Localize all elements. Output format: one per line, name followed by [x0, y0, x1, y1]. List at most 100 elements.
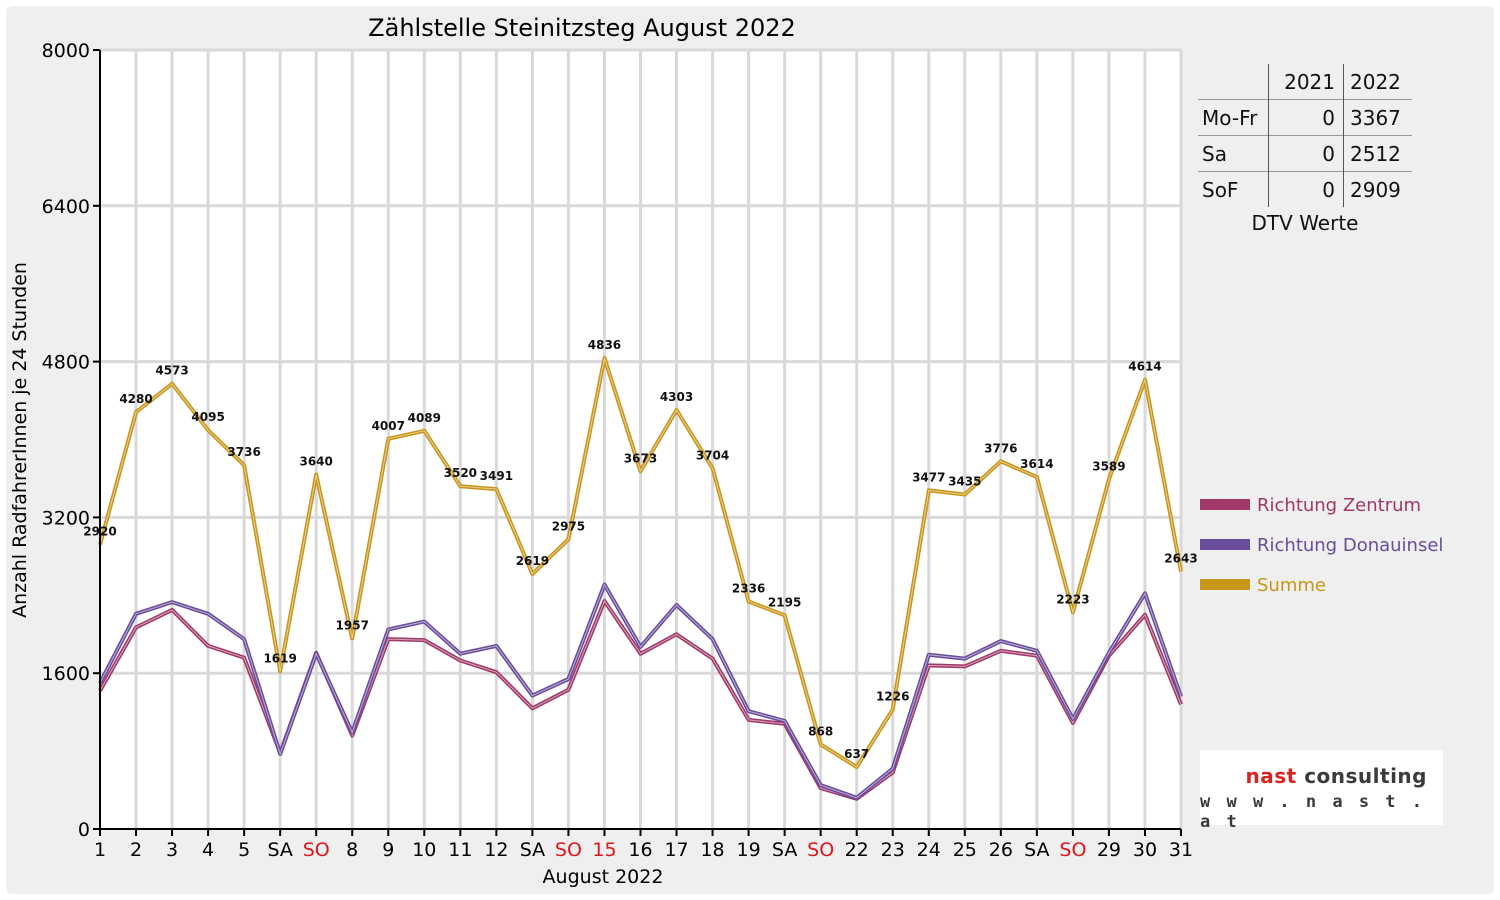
series-line-highlight-1 — [99, 583, 1182, 799]
data-label: 1957 — [336, 618, 369, 632]
data-label: 3614 — [1020, 457, 1053, 471]
data-label: 3477 — [912, 470, 945, 484]
x-tick-label: 8 — [346, 839, 358, 861]
legend-label: Summe — [1257, 575, 1326, 596]
x-tick-label: 17 — [664, 839, 688, 861]
x-tick-label: 12 — [484, 839, 508, 861]
x-tick-label: 2 — [130, 839, 142, 861]
data-label: 637 — [844, 747, 869, 761]
x-tick-label: 30 — [1133, 839, 1157, 861]
y-tick-label: 6400 — [42, 196, 90, 218]
x-tick-label: 18 — [700, 839, 724, 861]
data-label: 2643 — [1164, 552, 1197, 566]
y-tick-label: 4800 — [42, 352, 90, 374]
x-tick-label: 29 — [1097, 839, 1121, 861]
dtv-row-label: SoF — [1198, 171, 1269, 207]
data-label: 4303 — [660, 390, 693, 404]
data-label: 1226 — [876, 690, 909, 704]
logo-url: w w w . n a s t . a t — [1200, 792, 1425, 832]
data-label: 2195 — [768, 595, 801, 609]
x-axis-label: August 2022 — [543, 866, 664, 888]
dtv-row-value-2021: 0 — [1268, 135, 1344, 172]
y-axis-label: Anzahl RadfahrerInnen je 24 Stunden — [9, 262, 31, 618]
data-labels: 2920428045734095373616193640195740074089… — [83, 338, 1197, 761]
data-label: 2223 — [1056, 593, 1089, 607]
data-label: 4280 — [119, 392, 152, 406]
dtv-header-empty — [1198, 64, 1269, 100]
x-tick-label: 9 — [382, 839, 394, 861]
dtv-header-2022: 2022 — [1350, 69, 1401, 94]
data-label: 3776 — [984, 441, 1017, 455]
dtv-caption: DTV Werte — [1251, 211, 1359, 235]
dtv-header-row: 2021 2022 — [1198, 64, 1412, 100]
x-tick-label: 22 — [845, 839, 869, 861]
data-label: 1619 — [263, 651, 296, 665]
logo-word-consulting: consulting — [1304, 764, 1427, 788]
legend-swatch — [1200, 579, 1250, 590]
dtv-row-value-2022: 2909 — [1343, 171, 1412, 207]
dtv-row-sof: SoF 0 2909 — [1198, 171, 1412, 207]
data-label: 2975 — [552, 519, 585, 533]
y-tick-label: 8000 — [42, 40, 90, 62]
data-label: 868 — [808, 724, 833, 738]
dtv-table: 2021 2022 Mo-Fr 0 3367 Sa 0 2512 SoF 0 2… — [1198, 64, 1412, 235]
x-tick-label: SA — [1024, 839, 1049, 861]
data-label: 2336 — [732, 582, 765, 596]
dtv-row-value-2021: 0 — [1268, 171, 1344, 207]
x-tick-label: 3 — [166, 839, 178, 861]
x-tick-label: 4 — [202, 839, 214, 861]
data-label: 4095 — [191, 410, 224, 424]
y-tick-label: 3200 — [42, 507, 90, 529]
data-label: 3640 — [299, 455, 332, 469]
series-lines — [98, 356, 1183, 801]
y-tick-label: 1600 — [42, 663, 90, 685]
x-tick-label: 23 — [881, 839, 905, 861]
x-tick-label: 5 — [238, 839, 250, 861]
dtv-header-2021: 2021 — [1268, 64, 1344, 100]
data-label: 3435 — [948, 475, 981, 489]
company-logo: nast consulting w w w . n a s t . a t — [1200, 750, 1443, 832]
data-label: 3589 — [1092, 460, 1125, 474]
data-label: 3673 — [624, 451, 657, 465]
x-tick-label: SO — [555, 839, 582, 861]
x-tick-label: 31 — [1169, 839, 1193, 861]
dtv-row-value-2022: 3367 — [1343, 99, 1412, 136]
logo-word-nast: nast — [1245, 764, 1297, 788]
x-tick-label: 11 — [448, 839, 472, 861]
legend-swatch — [1200, 499, 1250, 510]
data-label: 4007 — [372, 419, 405, 433]
data-label: 4836 — [588, 338, 621, 352]
x-tick-label: SA — [772, 839, 797, 861]
dtv-row-label: Sa — [1198, 135, 1269, 172]
legend: Richtung Zentrum Richtung Donauinsel Summe — [1200, 495, 1443, 596]
x-tick-label: SA — [520, 839, 545, 861]
x-tick-label: 25 — [953, 839, 977, 861]
data-label: 4614 — [1128, 360, 1161, 374]
data-label: 3736 — [227, 445, 260, 459]
logo-wordmark: nast consulting — [1246, 764, 1427, 788]
legend-label: Richtung Donauinsel — [1257, 535, 1443, 556]
data-label: 4573 — [155, 364, 188, 378]
data-label: 2619 — [516, 554, 549, 568]
dtv-row-sa: Sa 0 2512 — [1198, 135, 1412, 172]
x-tick-label: 10 — [412, 839, 436, 861]
data-label: 3704 — [696, 448, 729, 462]
x-tick-label: 24 — [917, 839, 941, 861]
y-tick-label: 0 — [78, 819, 90, 841]
data-label: 3520 — [444, 466, 477, 480]
dtv-row-value-2021: 0 — [1268, 99, 1344, 136]
dtv-row-label: Mo-Fr — [1198, 99, 1269, 136]
x-tick-label: 1 — [94, 839, 106, 861]
chart-title: Zählstelle Steinitzsteg August 2022 — [368, 14, 796, 42]
x-tick-label: SO — [303, 839, 330, 861]
x-tick-label: 26 — [989, 839, 1013, 861]
legend-label: Richtung Zentrum — [1257, 495, 1421, 516]
x-tick-label: SO — [1059, 839, 1086, 861]
x-tick-label: 19 — [737, 839, 761, 861]
x-tick-label: SO — [807, 839, 834, 861]
dtv-row-mofr: Mo-Fr 0 3367 — [1198, 99, 1412, 136]
legend-swatch — [1200, 539, 1250, 550]
x-tick-label: 16 — [628, 839, 652, 861]
